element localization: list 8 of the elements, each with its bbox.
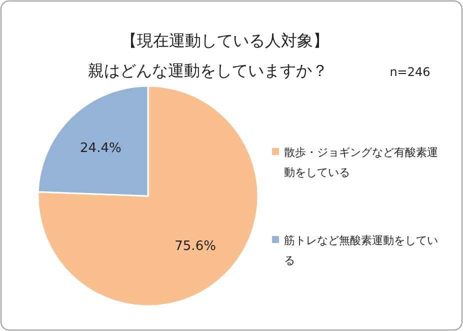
pie-slice	[37, 85, 259, 307]
legend-label: 散歩・ジョギングなど有酸素運動をしている	[284, 146, 438, 179]
data-label: 75.6%	[174, 239, 216, 254]
text: n=246	[390, 65, 430, 79]
chart-title: 【現在運動している人対象】	[121, 31, 329, 50]
data-label: 24.4%	[80, 140, 122, 156]
legend-label: 筋トレなど無酸素運動をしている	[284, 234, 438, 267]
chart-subtitle: 親はどんな運動をしていますか？	[88, 61, 328, 80]
